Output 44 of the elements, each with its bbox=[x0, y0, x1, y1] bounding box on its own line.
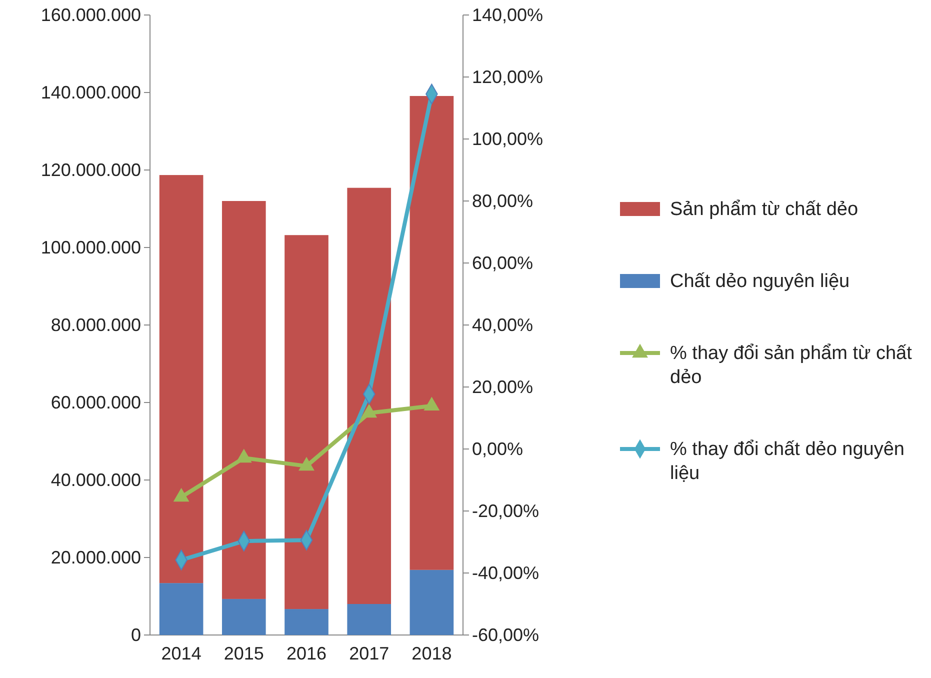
x-tick-label: 2017 bbox=[349, 644, 390, 664]
y2-tick-label: 80,00% bbox=[472, 190, 534, 211]
y-tick-label: 120.000.000 bbox=[40, 160, 141, 180]
bar bbox=[159, 175, 204, 584]
y-tick-label: 40.000.000 bbox=[50, 470, 141, 490]
y-tick-label: 100.000.000 bbox=[40, 237, 141, 258]
legend-label: % thay đổi sản phẩm từ chất dẻo bbox=[670, 343, 913, 388]
y2-tick-label: 60,00% bbox=[472, 252, 534, 273]
x-tick-label: 2014 bbox=[161, 644, 202, 664]
y2-tick-label: 120,00% bbox=[472, 66, 544, 87]
x-tick-label: 2015 bbox=[224, 644, 264, 664]
bar bbox=[347, 604, 392, 635]
y2-tick-label: 0,00% bbox=[472, 438, 524, 459]
x-tick-label: 2018 bbox=[412, 644, 452, 664]
bar bbox=[284, 235, 328, 610]
bar bbox=[347, 188, 392, 604]
y2-tick-label: -40,00% bbox=[472, 562, 540, 583]
legend-label: Chất dẻo nguyên liệu bbox=[670, 271, 850, 292]
bar bbox=[284, 609, 328, 635]
y-tick-label: 160.000.000 bbox=[40, 4, 141, 25]
y2-tick-label: 140,00% bbox=[472, 4, 544, 25]
bar bbox=[222, 201, 266, 599]
y-tick-label: 140.000.000 bbox=[40, 82, 141, 102]
point bbox=[236, 448, 252, 463]
bar bbox=[222, 598, 266, 635]
bar bbox=[410, 570, 454, 635]
legend-label: % thay đổi chất dẻo nguyên liệu bbox=[670, 439, 905, 484]
y2-tick-label: 40,00% bbox=[472, 314, 534, 335]
bar bbox=[410, 96, 454, 570]
legend-label: Sản phẩm từ chất dẻo bbox=[670, 199, 858, 220]
y-tick-label: 0 bbox=[130, 624, 141, 645]
bar bbox=[159, 583, 204, 635]
y2-tick-label: -20,00% bbox=[472, 500, 540, 521]
y-tick-label: 60.000.000 bbox=[50, 392, 141, 412]
point bbox=[173, 488, 190, 502]
y2-tick-label: 100,00% bbox=[472, 128, 544, 149]
y2-tick-label: -60,00% bbox=[472, 624, 540, 645]
point bbox=[298, 456, 314, 471]
y-tick-label: 80.000.000 bbox=[50, 314, 141, 335]
point bbox=[424, 396, 440, 411]
y2-tick-label: 20,00% bbox=[472, 376, 534, 397]
x-tick-label: 2016 bbox=[286, 644, 327, 664]
y-tick-label: 20.000.000 bbox=[50, 547, 141, 568]
point bbox=[361, 404, 378, 418]
